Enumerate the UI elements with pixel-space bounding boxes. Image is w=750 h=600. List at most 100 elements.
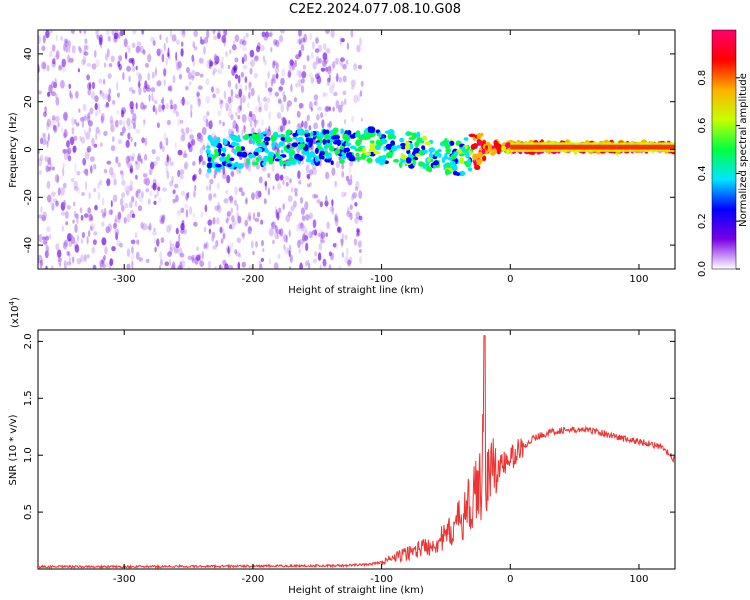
ridge-cell	[315, 155, 319, 163]
ridge-cell	[278, 141, 285, 147]
noise-speckle	[284, 175, 290, 181]
noise-speckle	[94, 49, 97, 58]
noise-speckle	[174, 142, 177, 149]
noise-speckle	[74, 213, 79, 219]
noise-speckle	[249, 110, 253, 118]
noise-speckle	[314, 73, 320, 80]
noise-speckle	[177, 60, 182, 69]
noise-speckle	[212, 71, 215, 76]
noise-speckle	[234, 249, 238, 254]
noise-speckle	[42, 236, 46, 241]
noise-speckle	[89, 107, 94, 115]
noise-speckle	[242, 125, 246, 130]
noise-speckle	[55, 116, 60, 123]
noise-speckle	[214, 265, 217, 269]
noise-speckle	[196, 91, 200, 97]
noise-speckle	[334, 181, 337, 188]
noise-speckle	[165, 137, 169, 147]
noise-speckle	[143, 119, 146, 127]
noise-speckle	[356, 44, 361, 53]
noise-speckle	[259, 263, 263, 269]
ridge-cell	[405, 157, 412, 164]
noise-speckle	[163, 79, 166, 86]
noise-speckle	[46, 194, 52, 203]
ridge-cell	[378, 159, 386, 166]
ridge-cell	[237, 134, 241, 142]
noise-speckle	[193, 46, 198, 51]
noise-speckle	[283, 94, 287, 103]
noise-speckle	[342, 90, 347, 96]
noise-speckle	[331, 167, 336, 176]
noise-speckle	[300, 37, 305, 43]
noise-speckle	[83, 48, 87, 56]
noise-speckle	[190, 104, 193, 111]
ridge-cell	[350, 145, 356, 150]
noise-speckle	[344, 191, 347, 197]
noise-speckle	[308, 73, 314, 79]
noise-speckle	[301, 71, 307, 79]
noise-speckle	[110, 200, 113, 208]
noise-speckle	[62, 242, 68, 250]
noise-speckle	[83, 30, 87, 35]
noise-speckle	[103, 254, 106, 261]
noise-speckle	[44, 36, 47, 41]
noise-speckle	[101, 197, 105, 206]
ridge-cell	[268, 151, 275, 158]
noise-speckle	[45, 235, 49, 241]
noise-speckle	[196, 94, 200, 102]
noise-speckle	[110, 145, 116, 152]
noise-speckle	[129, 185, 134, 192]
ridge-cell	[248, 153, 254, 159]
noise-speckle	[169, 161, 174, 167]
noise-speckle	[234, 93, 238, 99]
noise-speckle	[164, 160, 170, 167]
noise-speckle	[39, 137, 44, 145]
noise-speckle	[105, 101, 109, 108]
noise-speckle	[178, 73, 183, 80]
ridge-cell	[461, 146, 466, 153]
noise-speckle	[236, 237, 242, 244]
noise-speckle	[359, 90, 363, 97]
ridge-cell	[413, 147, 420, 153]
noise-speckle	[251, 126, 255, 135]
ridge-cell	[387, 133, 394, 140]
noise-speckle	[332, 60, 336, 69]
ridge-cell	[412, 159, 416, 167]
noise-speckle	[274, 146, 279, 153]
noise-speckle	[328, 106, 331, 111]
ridge-cell	[285, 132, 290, 139]
noise-speckle	[227, 64, 231, 70]
noise-speckle	[245, 32, 249, 38]
noise-speckle	[116, 110, 119, 115]
noise-speckle	[81, 120, 84, 129]
noise-speckle	[312, 41, 315, 50]
noise-speckle	[95, 132, 98, 141]
noise-speckle	[284, 246, 289, 255]
noise-speckle	[254, 55, 259, 60]
noise-speckle	[340, 238, 344, 243]
noise-speckle	[205, 118, 209, 128]
noise-speckle	[71, 45, 76, 54]
noise-speckle	[192, 254, 197, 260]
noise-speckle	[314, 48, 320, 53]
noise-speckle	[124, 202, 129, 209]
noise-speckle	[206, 111, 210, 116]
noise-speckle	[176, 209, 182, 216]
noise-speckle	[107, 93, 111, 103]
noise-speckle	[200, 211, 204, 218]
noise-speckle	[131, 260, 134, 269]
noise-speckle	[92, 264, 97, 269]
noise-speckle	[315, 37, 319, 44]
noise-speckle	[244, 219, 248, 227]
noise-speckle	[156, 190, 159, 197]
noise-speckle	[44, 136, 49, 145]
ridge-cell	[474, 164, 481, 170]
noise-speckle	[131, 246, 134, 254]
noise-speckle	[166, 224, 171, 233]
colorbar: 0.0 0.2 0.4 0.6 0.8 Normalized spectral ampl…	[697, 29, 749, 277]
noise-speckle	[196, 254, 201, 261]
noise-speckle	[238, 187, 243, 193]
snr-series-group	[38, 335, 675, 569]
ridge-cell	[428, 153, 434, 158]
colorbar-tick-label: 0.6	[697, 118, 708, 134]
